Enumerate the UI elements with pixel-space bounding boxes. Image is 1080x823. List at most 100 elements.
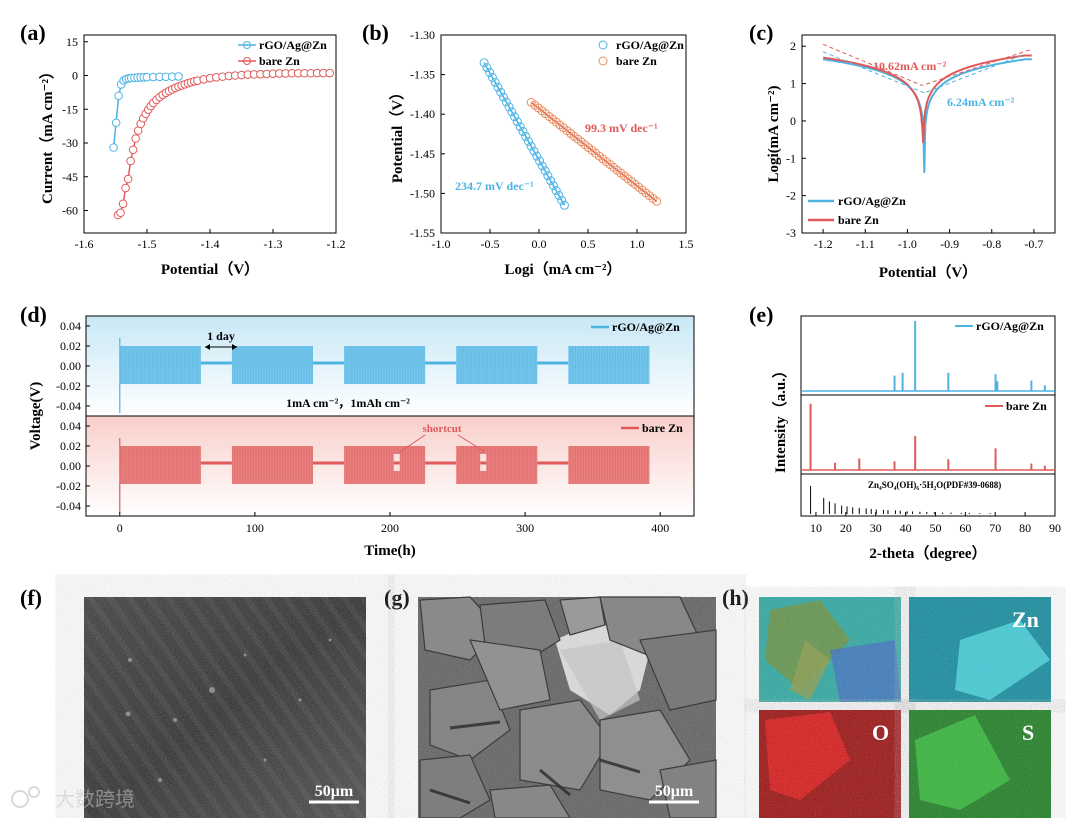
chart-d-shortcut-label: shortcut bbox=[422, 423, 461, 435]
chart-b-point bbox=[546, 176, 556, 186]
chart-d-xtick: 300 bbox=[516, 521, 534, 535]
chart-b-point bbox=[493, 82, 503, 92]
chart-b-point bbox=[515, 122, 525, 132]
chart-e-frame bbox=[800, 315, 1056, 517]
panel-label-b: (b) bbox=[362, 20, 389, 45]
chart-d-xtick: 400 bbox=[651, 521, 669, 535]
chart-b-ylabel: Potential（V） bbox=[388, 85, 406, 183]
chart-b-point bbox=[548, 181, 558, 191]
chart-a-xtick: -1.3 bbox=[264, 237, 283, 251]
chart-b-xlabel: Logi（mA cm⁻²） bbox=[505, 260, 622, 278]
chart-a-point bbox=[325, 68, 335, 78]
chart-e-xtick: 90 bbox=[1049, 521, 1061, 535]
chart-d-cycling-block bbox=[568, 446, 650, 484]
chart-d-cycling-block bbox=[231, 346, 313, 384]
chart-e: 10 20 30 40 50 60 70 80 90 rGO/Ag@Zn bare Zn Zn₄… bbox=[771, 315, 1061, 562]
chart-b-fit-0 bbox=[483, 62, 566, 206]
chart-b-point bbox=[487, 72, 497, 82]
chart-c-xlabel: Potential（V） bbox=[879, 263, 977, 281]
chart-c-tafel-line bbox=[924, 55, 1022, 94]
chart-b-point bbox=[521, 131, 531, 141]
chart-b-point bbox=[479, 58, 489, 68]
eds-zn-map: Zn bbox=[909, 597, 1051, 702]
chart-b-ytick: -1.50 bbox=[410, 186, 435, 200]
chart-c-ylabel: Logi(mA cm⁻²) bbox=[766, 86, 782, 183]
chart-d-legend-bare: bare Zn bbox=[642, 421, 683, 435]
chart-a-ytick: -60 bbox=[62, 204, 78, 218]
chart-a-xtick: -1.4 bbox=[201, 237, 220, 251]
chart-a-ytick: 15 bbox=[66, 35, 78, 49]
chart-b-point bbox=[523, 136, 533, 146]
chart-c-tafel-line bbox=[922, 49, 1030, 86]
chart-e-xtick: 10 bbox=[810, 521, 822, 535]
sem-image-g: 50μm bbox=[418, 596, 717, 819]
chart-e-xlabel: 2-theta（degree） bbox=[869, 544, 986, 562]
chart-d-legend: rGO/Ag@Zn bare Zn bbox=[591, 320, 683, 435]
chart-b-legend: rGO/Ag@Zn bare Zn bbox=[598, 38, 684, 68]
chart-b-point bbox=[507, 107, 517, 117]
chart-a-point bbox=[123, 174, 133, 184]
chart-b-point bbox=[496, 87, 506, 97]
chart-d-one-day-marker: 1 day bbox=[205, 329, 237, 350]
chart-e-xtick: 70 bbox=[989, 521, 1001, 535]
chart-d-ytick: -0.02 bbox=[56, 479, 81, 493]
eds-label-zn: Zn bbox=[1012, 607, 1039, 632]
chart-b-annotation-bare: 99.3 mV dec⁻¹ bbox=[585, 121, 658, 135]
chart-c-xtick: -1.2 bbox=[814, 237, 833, 251]
eds-label-s: S bbox=[1022, 720, 1034, 745]
chart-d-shortcut-marker: shortcut bbox=[399, 423, 486, 453]
chart-b: -1.0 -0.5 0.0 0.5 1.0 1.5 -1.30 -1.35 -1.40 -1.45… bbox=[388, 28, 694, 278]
watermark: 大数跨境 bbox=[11, 786, 135, 811]
chart-c-ytick: -3 bbox=[786, 226, 796, 240]
chart-a-ytick: -45 bbox=[62, 170, 78, 184]
chart-b-point bbox=[540, 166, 550, 176]
chart-c-legend-bare: bare Zn bbox=[838, 213, 879, 227]
chart-e-xtick: 50 bbox=[929, 521, 941, 535]
chart-a-legend-rgo: rGO/Ag@Zn bbox=[259, 38, 327, 52]
chart-d-xtick: 100 bbox=[246, 521, 264, 535]
chart-a-legend-bare: bare Zn bbox=[259, 54, 300, 68]
chart-b-xtick: 0.0 bbox=[532, 237, 547, 251]
chart-c-legend-rgo: rGO/Ag@Zn bbox=[838, 194, 906, 208]
chart-b-point bbox=[510, 112, 520, 122]
chart-b-point bbox=[501, 97, 511, 107]
chart-a-legend: rGO/Ag@Zn bare Zn bbox=[238, 38, 327, 68]
chart-d-cycling-block bbox=[119, 446, 201, 484]
chart-c-frame bbox=[801, 34, 1056, 234]
chart-a-point bbox=[126, 156, 135, 166]
chart-b-xtick: -0.5 bbox=[481, 237, 500, 251]
chart-a-point bbox=[116, 208, 125, 218]
chart-a-xtick: -1.6 bbox=[75, 237, 94, 251]
chart-e-xtick: 60 bbox=[959, 521, 971, 535]
chart-b-point bbox=[518, 127, 528, 137]
chart-d-condition-label: 1mA cm⁻²，1mAh cm⁻² bbox=[286, 396, 410, 410]
chart-c-ytick: -1 bbox=[786, 151, 796, 165]
chart-c-tafel-line bbox=[822, 43, 923, 86]
panel-label-e: (e) bbox=[749, 302, 773, 327]
chart-b-point bbox=[554, 190, 564, 200]
chart-c-ytick: 1 bbox=[790, 77, 796, 91]
chart-c-ytick: 2 bbox=[790, 39, 796, 53]
chart-a-ytick: -30 bbox=[62, 136, 78, 150]
chart-c-curve-0 bbox=[823, 58, 1032, 173]
scale-bar-f: 50μm bbox=[315, 783, 354, 800]
chart-c-ytick: 0 bbox=[790, 114, 796, 128]
chart-c-xtick: -1.0 bbox=[898, 237, 917, 251]
chart-d-cycling-block bbox=[231, 446, 313, 484]
chart-c-curve-1 bbox=[823, 54, 1032, 144]
watermark-text: 大数跨境 bbox=[55, 788, 135, 811]
chart-a-ytick: 0 bbox=[72, 69, 78, 83]
eds-maps-h: Zn O S bbox=[759, 597, 1051, 818]
sem-image-f: 50μm bbox=[84, 597, 366, 818]
chart-d-legend-rgo: rGO/Ag@Zn bbox=[612, 320, 680, 334]
chart-b-point bbox=[504, 102, 514, 112]
chart-b-point bbox=[537, 161, 547, 171]
eds-o-map: O bbox=[759, 710, 901, 818]
panel-label-c: (c) bbox=[749, 20, 773, 45]
chart-d-cycling-block bbox=[456, 446, 538, 484]
chart-c-xtick: -0.9 bbox=[940, 237, 959, 251]
eds-label-o: O bbox=[872, 720, 889, 745]
chart-d-ytick: 0.04 bbox=[60, 319, 81, 333]
chart-b-xtick: -1.0 bbox=[432, 237, 451, 251]
